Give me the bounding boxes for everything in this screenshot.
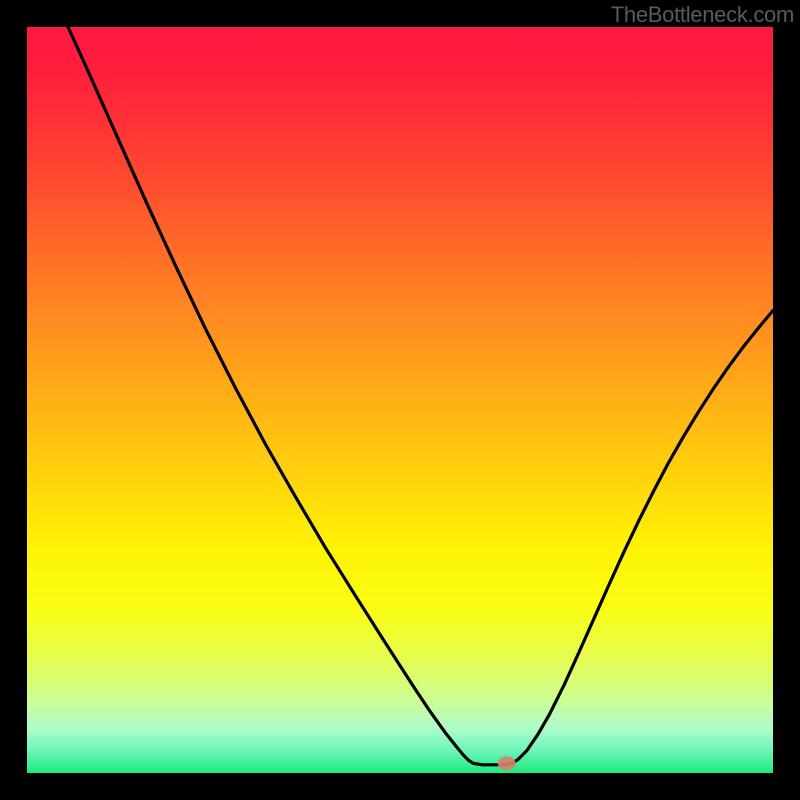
watermark-label: TheBottleneck.com	[611, 2, 794, 28]
optimal-point-marker	[498, 756, 516, 770]
bottleneck-chart	[0, 0, 800, 800]
gradient-background	[27, 27, 773, 773]
